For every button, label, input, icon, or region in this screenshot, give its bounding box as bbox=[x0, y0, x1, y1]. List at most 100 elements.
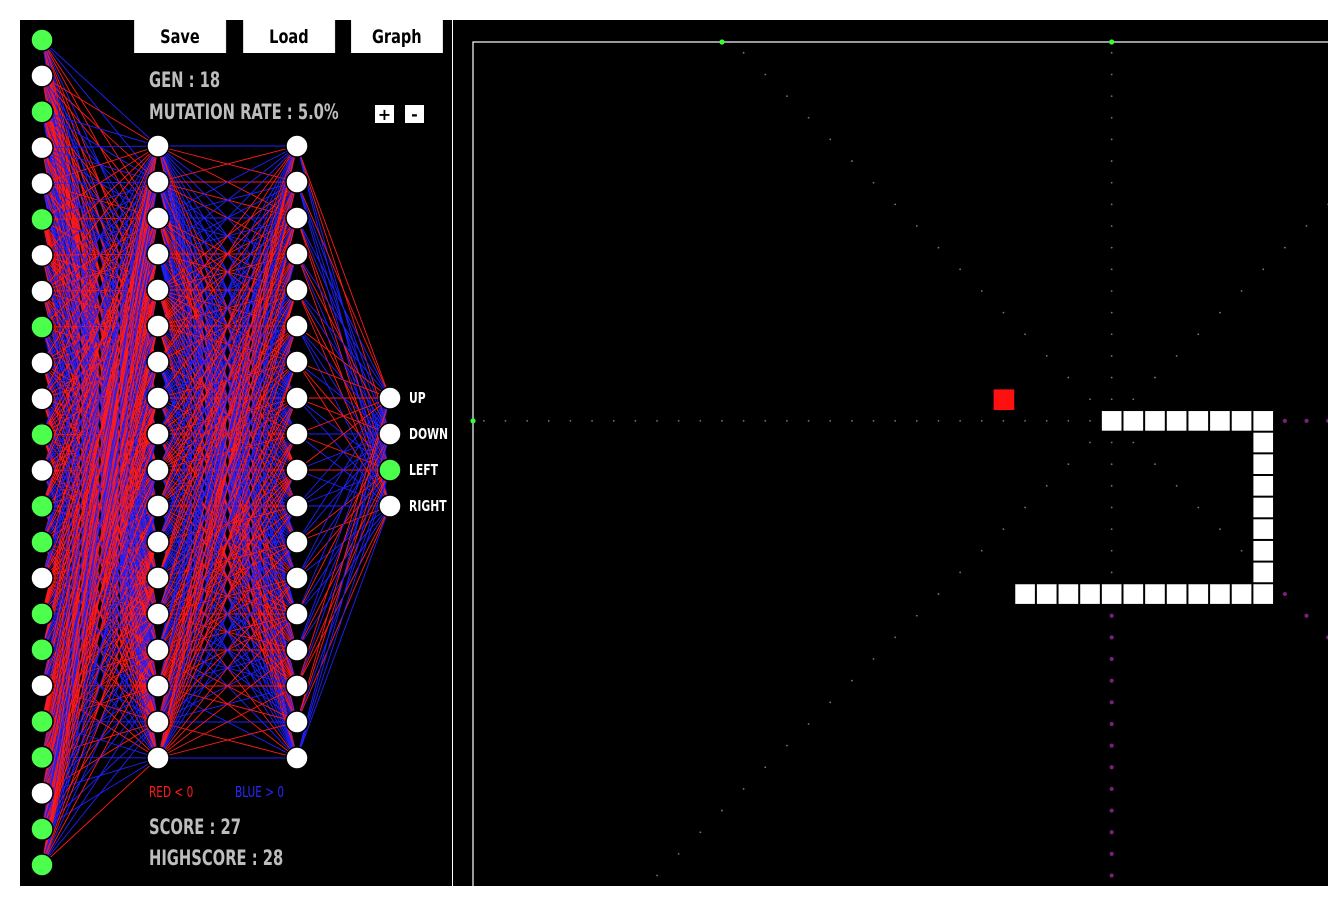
snake-body bbox=[1014, 410, 1275, 605]
panel-divider bbox=[452, 20, 453, 886]
vision-ray-dot bbox=[1154, 463, 1156, 466]
output-label-down: DOWN bbox=[409, 425, 449, 443]
snake-segment bbox=[1122, 410, 1145, 432]
snake-segment bbox=[1252, 431, 1275, 454]
vision-ray-dot bbox=[850, 160, 853, 162]
board-border bbox=[472, 41, 1328, 886]
vision-ray-dot bbox=[1024, 333, 1026, 336]
vision-ray-dot bbox=[1110, 571, 1113, 574]
vision-ray-dot bbox=[1109, 765, 1114, 770]
vision-ray-dot bbox=[829, 138, 832, 141]
snake-game-board bbox=[470, 39, 1328, 886]
generation-label: GEN : 18 bbox=[149, 68, 221, 92]
graph-button[interactable]: Graph bbox=[351, 20, 443, 53]
hidden-node bbox=[146, 638, 170, 662]
snake-segment bbox=[1209, 410, 1231, 432]
vision-ray-dot bbox=[894, 203, 897, 206]
vision-ray-dot bbox=[829, 701, 832, 704]
vision-ray-dot bbox=[1002, 528, 1005, 531]
load-button[interactable]: Load bbox=[242, 20, 336, 53]
output-node bbox=[378, 494, 402, 518]
vision-ray-dot bbox=[1110, 203, 1113, 206]
vision-ray-dot bbox=[1109, 808, 1114, 813]
input-node bbox=[30, 207, 54, 232]
vision-ray-dot bbox=[699, 419, 702, 422]
vision-ray-dot bbox=[1067, 376, 1070, 379]
hidden-node bbox=[146, 314, 170, 338]
hidden-node bbox=[285, 458, 309, 482]
input-node bbox=[30, 315, 54, 339]
vision-ray-dot bbox=[677, 419, 680, 422]
vision-ray-dot bbox=[1132, 398, 1135, 401]
vision-ray-dot bbox=[1109, 678, 1114, 683]
vision-ray-dot bbox=[915, 419, 918, 422]
vision-ray-dot bbox=[1110, 441, 1113, 444]
vision-ray-dot bbox=[850, 419, 853, 422]
snake-segment bbox=[1252, 583, 1275, 605]
hidden-node bbox=[146, 242, 170, 266]
snake-segment bbox=[1057, 583, 1080, 605]
hidden-node bbox=[146, 386, 170, 410]
hidden-node bbox=[285, 566, 309, 590]
hidden-node bbox=[285, 206, 309, 230]
vision-ray-dot bbox=[1304, 418, 1309, 423]
vision-ray-dot bbox=[1219, 528, 1221, 531]
hidden-node bbox=[146, 494, 170, 518]
vision-ray-dot bbox=[1304, 613, 1309, 618]
vision-ray-dot bbox=[1305, 225, 1308, 227]
input-node bbox=[30, 386, 54, 411]
input-node bbox=[30, 566, 54, 590]
snake-segment bbox=[1035, 583, 1058, 605]
vision-ray-dot bbox=[1197, 506, 1200, 509]
vision-ray-dot bbox=[1110, 73, 1113, 76]
input-node bbox=[30, 817, 54, 841]
vision-ray-dot bbox=[1045, 419, 1048, 422]
hidden-node bbox=[146, 710, 170, 734]
save-button[interactable]: Save bbox=[134, 20, 227, 53]
input-node bbox=[30, 458, 54, 483]
hidden-node bbox=[285, 278, 309, 302]
vision-ray-dot bbox=[1219, 311, 1221, 314]
input-node bbox=[30, 171, 54, 196]
hidden-node bbox=[285, 170, 309, 194]
vision-ray-dot bbox=[1282, 418, 1287, 423]
output-node bbox=[378, 386, 402, 410]
vision-ray-dot bbox=[980, 549, 983, 552]
vision-ray-dot bbox=[937, 593, 940, 595]
snake-ai-app: Save Load Graph GEN : 18 MUTATION RATE :… bbox=[20, 20, 1328, 886]
snake-segment bbox=[1165, 410, 1188, 432]
vision-ray-dot bbox=[634, 419, 637, 422]
vision-ray-dot bbox=[742, 51, 745, 54]
vision-ray-dot bbox=[786, 419, 788, 422]
vision-ray-dot bbox=[1067, 419, 1070, 422]
decrease-mutation-button[interactable]: - bbox=[405, 105, 424, 123]
vision-ray-dot bbox=[721, 419, 723, 422]
output-label-right: RIGHT bbox=[409, 497, 447, 515]
vision-ray-dot bbox=[1283, 246, 1286, 249]
vision-ray-dot bbox=[612, 419, 615, 422]
output-node bbox=[378, 422, 402, 446]
snake-segment bbox=[1122, 583, 1145, 605]
hidden-node bbox=[146, 674, 170, 698]
snake-segment bbox=[1014, 583, 1036, 605]
vision-ray-dot bbox=[1110, 484, 1113, 487]
vision-ray-dot bbox=[1067, 463, 1070, 466]
snake-segment bbox=[1252, 539, 1275, 562]
vision-ray-dot bbox=[872, 419, 875, 422]
vision-ray-dot bbox=[1002, 311, 1005, 314]
input-node bbox=[30, 602, 54, 626]
input-node bbox=[30, 243, 54, 267]
input-node bbox=[30, 673, 54, 698]
legend-positive-weights: BLUE > 0 bbox=[235, 783, 285, 801]
increase-mutation-button[interactable]: + bbox=[375, 105, 394, 123]
vision-ray-dot bbox=[1109, 851, 1114, 856]
vision-ray-dot bbox=[1089, 398, 1091, 401]
vision-ray-dot bbox=[872, 658, 875, 660]
vision-ray-dot bbox=[504, 419, 507, 422]
input-node bbox=[30, 279, 54, 303]
snake-segment bbox=[1230, 583, 1253, 605]
snake-head bbox=[1100, 410, 1123, 432]
vision-ray-dot bbox=[959, 419, 962, 422]
vision-ray-dot bbox=[1109, 613, 1114, 618]
hidden-node bbox=[285, 242, 309, 266]
